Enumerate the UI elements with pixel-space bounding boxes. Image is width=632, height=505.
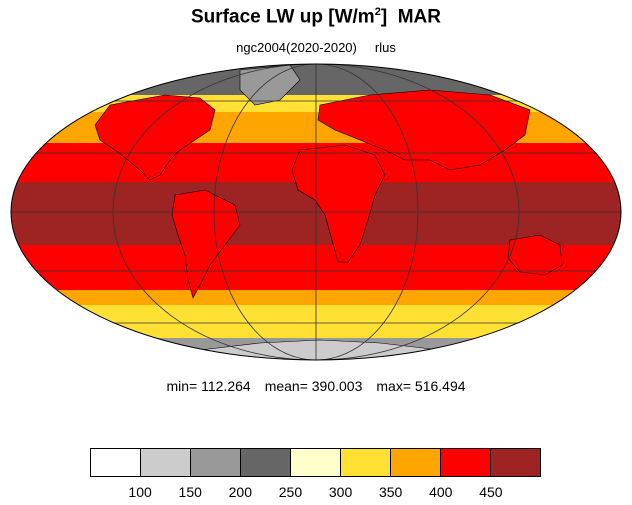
chart-title: Surface LW up [W/m2] MAR (0, 6, 632, 28)
title-superscript: 2 (374, 6, 381, 18)
subtitle-dataset: ngc2004(2020-2020) (236, 40, 357, 55)
colorbar-tick-label: 100 (128, 484, 152, 500)
colorbar-tick-label: 450 (479, 484, 503, 500)
land-australia (507, 234, 563, 276)
colorbar-box-3 (241, 449, 291, 476)
map-field (11, 64, 621, 360)
land-africa (291, 144, 386, 263)
colorbar-tick-label: 350 (378, 484, 403, 500)
colorbar-tick-label: 250 (278, 484, 303, 500)
colorbar-box-2 (191, 449, 241, 476)
colorbar-box-7 (441, 449, 491, 476)
chart-subtitle: ngc2004(2020-2020) rlus (0, 40, 632, 55)
subtitle-variable: rlus (374, 40, 396, 55)
colorbar-box-0 (91, 449, 141, 476)
colorbar-box-4 (291, 449, 341, 476)
land-eurasia (317, 89, 531, 171)
stat-mean: mean= 390.003 (264, 378, 363, 394)
colorbar-tick-label: 300 (328, 484, 353, 500)
stat-max: max= 516.494 (376, 378, 466, 394)
world-map (10, 63, 622, 361)
colorbar (90, 448, 541, 477)
field-statistics: min= 112.264 mean= 390.003 max= 516.494 (0, 378, 632, 394)
colorbar-box-8 (491, 449, 540, 476)
stat-min: min= 112.264 (166, 378, 251, 394)
colorbar-box-6 (391, 449, 441, 476)
graticule (11, 64, 621, 360)
colorbar-tick-label: 150 (178, 484, 202, 500)
map-outline (10, 63, 622, 361)
colorbar-box-5 (341, 449, 391, 476)
colorbar-tick-label: 400 (429, 484, 453, 500)
colorbar-labels: 100 150 200 250 300 350 400 450 (90, 484, 541, 502)
land-antarctica (199, 339, 441, 360)
colorbar-tick-label: 200 (228, 484, 253, 500)
title-close: ] (380, 6, 388, 28)
colorbar-box-1 (141, 449, 191, 476)
title-main: Surface LW up [W/m (191, 6, 375, 28)
title-month: MAR (397, 6, 441, 28)
land-north-america (94, 94, 216, 181)
